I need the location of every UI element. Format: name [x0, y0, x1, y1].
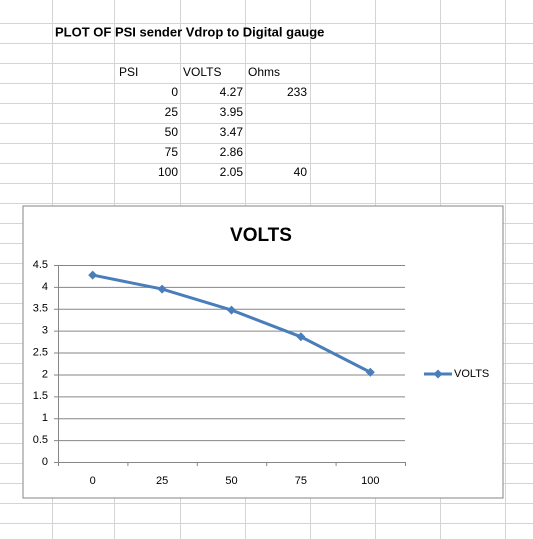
legend-label: VOLTS: [454, 368, 489, 380]
marker: [88, 270, 98, 280]
y-tick-label: 0.5: [33, 434, 48, 446]
marker: [365, 367, 375, 377]
y-tick-label: 0: [42, 456, 48, 468]
y-tick-label: 3.5: [33, 303, 48, 315]
x-tick-label: 75: [295, 475, 307, 487]
chart-title: VOLTS: [230, 225, 292, 246]
x-tick-label: 0: [90, 475, 96, 487]
x-tick-label: 50: [225, 475, 237, 487]
x-tick-label: 100: [361, 475, 379, 487]
cell-value: 0: [171, 85, 178, 99]
column-header: PSI: [119, 65, 138, 79]
sheet-title: PLOT OF PSI sender Vdrop to Digital gaug…: [55, 24, 324, 39]
cell-value: 100: [158, 165, 178, 179]
y-tick-label: 4.5: [33, 259, 48, 271]
x-tick-label: 25: [156, 475, 168, 487]
chart: 0 0.5 1 1.5 2 2.5 3 3.5 4 4.5 0 25 50 75 100 VOLTS: [33, 259, 490, 487]
cell-value: 233: [287, 85, 307, 99]
marker: [227, 305, 236, 315]
y-tick-label: 2.5: [33, 346, 48, 358]
chart-area[interactable]: [22, 205, 504, 499]
y-tick-label: 1: [42, 412, 48, 424]
column-header: VOLTS: [183, 65, 221, 79]
y-tick-label: 4: [42, 281, 48, 293]
cell-value: 40: [294, 165, 308, 179]
y-tick-label: 1.5: [33, 390, 48, 402]
y-tick-label: 2: [42, 368, 48, 380]
cell-value: 50: [165, 125, 179, 139]
marker: [157, 284, 167, 294]
cell-value: 2.86: [220, 145, 244, 159]
cell-value: 75: [165, 145, 179, 159]
marker: [296, 332, 306, 342]
cell-value: 3.95: [220, 105, 244, 119]
legend-marker: [433, 369, 443, 379]
cell-value: 25: [165, 105, 179, 119]
cell-value: 4.27: [220, 85, 244, 99]
cell-value: 2.05: [220, 165, 244, 179]
column-header: Ohms: [248, 65, 280, 79]
cell-value: 3.47: [220, 125, 244, 139]
y-tick-label: 3: [42, 325, 48, 337]
